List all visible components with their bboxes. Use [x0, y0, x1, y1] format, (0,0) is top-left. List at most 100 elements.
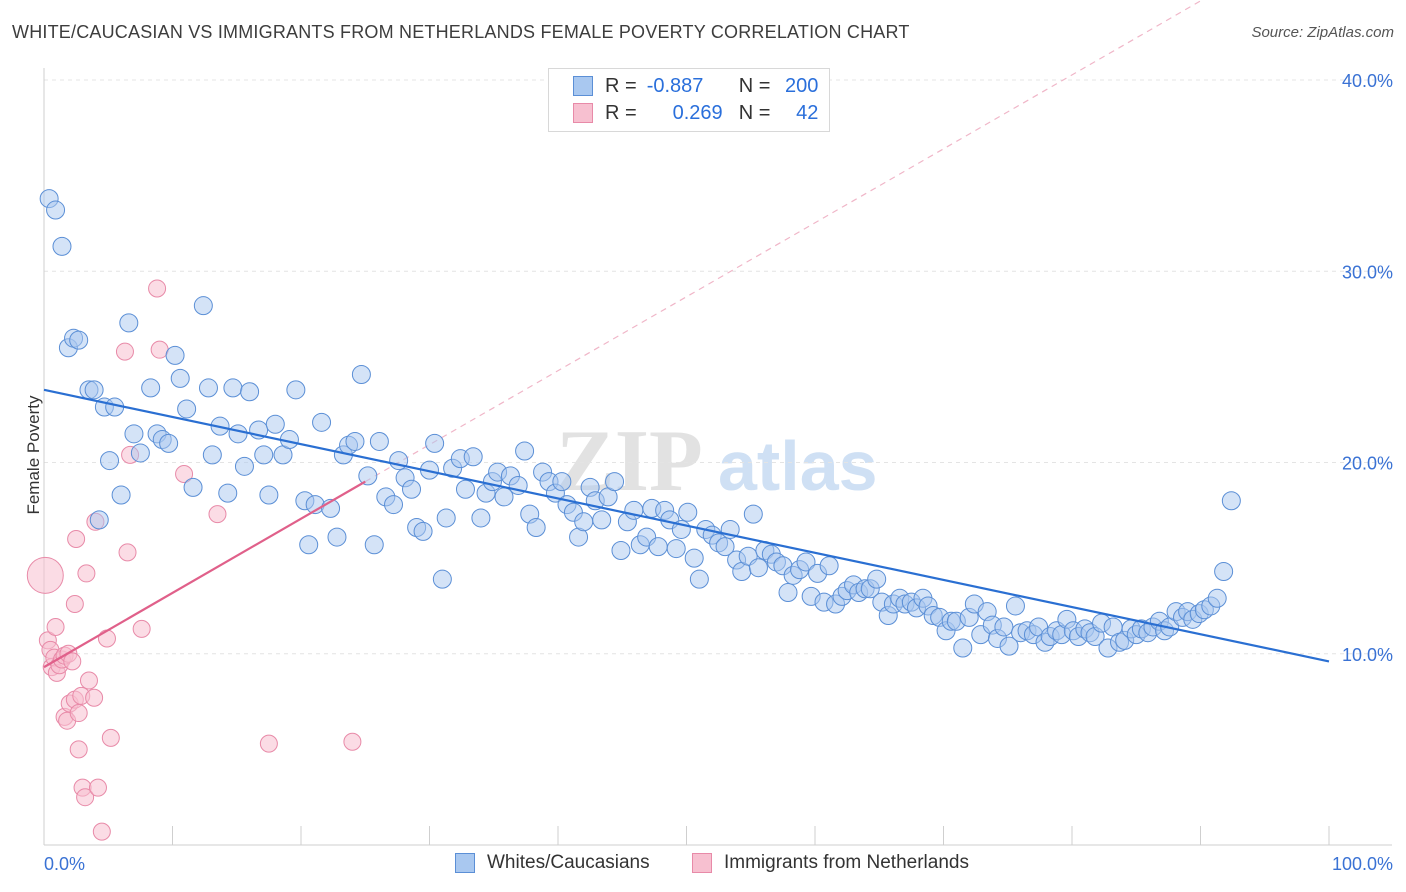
data-point-whites [867, 569, 887, 589]
data-point-whites [177, 399, 197, 419]
data-point-whites [748, 558, 768, 578]
data-point-whites [436, 508, 456, 528]
legend-n-value: 42 [796, 101, 819, 124]
legend-n-label: N = [738, 101, 771, 124]
legend-r-value: -0.887 [646, 74, 704, 97]
y-tick-label: 20.0% [1342, 454, 1393, 474]
data-point-whites [202, 445, 222, 465]
data-point-netherlands [148, 279, 167, 298]
legend-swatch-pink [573, 103, 593, 123]
data-point-whites [463, 447, 483, 467]
data-point-whites [666, 539, 686, 559]
x-tick-label: 100.0% [1332, 854, 1393, 874]
data-point-whites [265, 414, 285, 434]
data-point-whites [223, 378, 243, 398]
data-point-whites [796, 552, 816, 572]
data-point-whites [69, 330, 89, 350]
data-point-whites [574, 512, 594, 532]
data-point-netherlands [77, 564, 96, 583]
data-point-whites [193, 296, 213, 316]
data-point-whites [358, 466, 378, 486]
data-point-whites [1221, 491, 1241, 511]
data-point-whites [413, 521, 433, 541]
data-point-whites [46, 200, 66, 220]
data-point-whites [259, 485, 279, 505]
data-point-whites [327, 527, 347, 547]
data-point-whites [364, 535, 384, 555]
trend-line-netherlands [43, 480, 366, 669]
data-point-whites [240, 382, 260, 402]
data-point-whites [124, 424, 144, 444]
data-point-whites [999, 636, 1019, 656]
data-point-whites [953, 638, 973, 658]
data-point-netherlands [175, 464, 194, 483]
legend-row-netherlands: R = 0.269 N = 42 [573, 101, 818, 125]
trend-extension-netherlands [364, 0, 1204, 483]
data-point-whites [605, 472, 625, 492]
data-point-netherlands [118, 543, 137, 562]
x-tick-label: 0.0% [44, 854, 85, 874]
data-point-netherlands [115, 342, 134, 361]
data-point-whites [1214, 562, 1234, 582]
series-legend-netherlands: Immigrants from Netherlands [692, 852, 969, 874]
data-point-whites [299, 535, 319, 555]
data-point-whites [526, 518, 546, 538]
data-point-whites [111, 485, 131, 505]
data-point-whites [228, 424, 248, 444]
data-point-whites [715, 537, 735, 557]
data-point-netherlands [259, 734, 278, 753]
data-point-whites [345, 431, 365, 451]
data-point-whites [100, 451, 120, 471]
data-point-whites [1005, 596, 1025, 616]
data-point-netherlands [69, 704, 88, 723]
data-point-whites [432, 569, 452, 589]
data-point-netherlands [343, 732, 362, 751]
legend-r-value: 0.269 [672, 101, 723, 124]
data-point-whites [684, 548, 704, 568]
data-point-whites [648, 537, 668, 557]
data-point-netherlands [92, 822, 111, 841]
data-point-whites [994, 617, 1014, 637]
data-point-whites [592, 510, 612, 530]
data-point-whites [89, 510, 109, 530]
data-point-whites [198, 378, 218, 398]
data-point-netherlands [67, 530, 86, 548]
data-point-whites [218, 483, 238, 503]
series-legend-whites: Whites/Caucasians [455, 852, 650, 874]
data-point-netherlands [85, 688, 104, 707]
legend-swatch-blue [573, 76, 593, 96]
chart-source: Source: ZipAtlas.com [1251, 24, 1394, 41]
data-point-netherlands [63, 652, 82, 671]
data-point-whites [165, 345, 185, 365]
data-point-whites [84, 380, 104, 400]
watermark-atlas: atlas [718, 427, 878, 505]
data-point-whites [286, 380, 306, 400]
data-point-netherlands [132, 619, 151, 638]
trend-line-whites [43, 388, 1330, 663]
data-point-netherlands [69, 740, 88, 759]
watermark-zip: ZIP [556, 413, 703, 510]
data-point-whites [141, 378, 161, 398]
data-point-whites [183, 477, 203, 497]
y-tick-label: 40.0% [1342, 71, 1393, 91]
data-point-whites [678, 502, 698, 522]
data-point-netherlands [46, 617, 65, 636]
data-point-netherlands [97, 629, 116, 648]
legend-r-label: R = [605, 101, 637, 124]
data-point-whites [552, 472, 572, 492]
legend-row-whites: R = -0.887 N = 200 [573, 74, 818, 98]
data-point-whites [234, 456, 254, 476]
correlation-legend: R = -0.887 N = 200 R = 0.269 N = 42 [548, 68, 830, 132]
data-point-whites [312, 412, 332, 432]
data-point-whites [119, 313, 139, 333]
data-point-whites [515, 441, 535, 461]
data-point-whites [743, 504, 763, 524]
data-point-whites [351, 365, 371, 385]
data-point-netherlands [76, 788, 95, 807]
series-label-whites: Whites/Caucasians [487, 852, 650, 873]
data-point-netherlands [208, 505, 227, 524]
data-point-netherlands [26, 556, 64, 594]
series-swatch-pink [692, 853, 712, 873]
data-point-netherlands [101, 728, 120, 747]
